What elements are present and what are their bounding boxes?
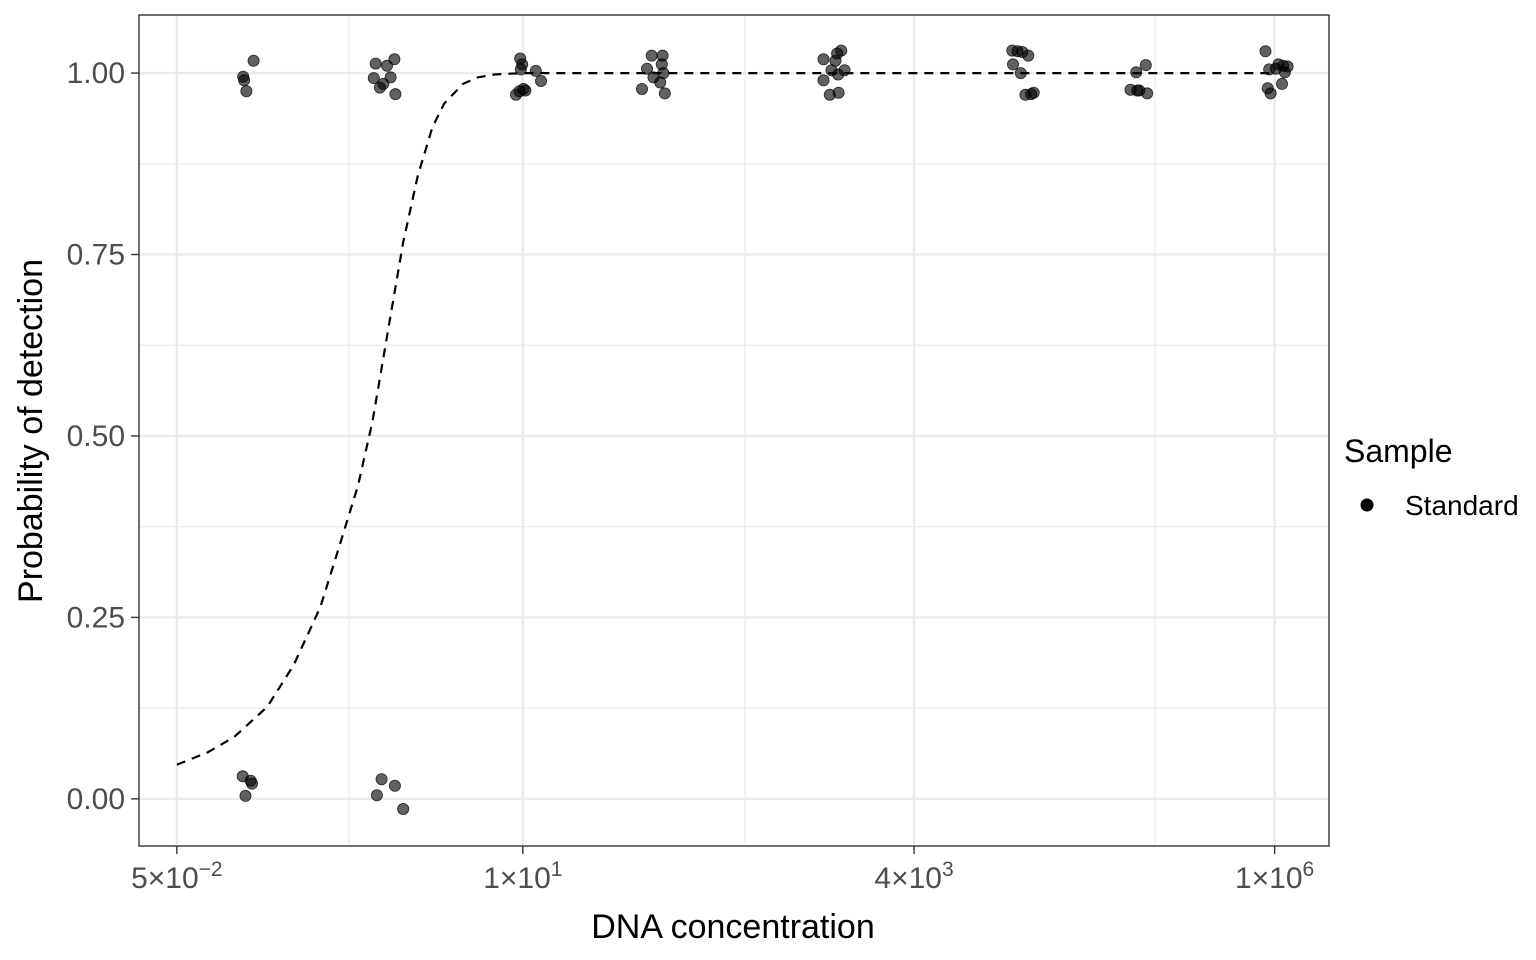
data-point	[238, 74, 251, 87]
x-tick-label: 1×101	[483, 858, 562, 895]
y-tick-label: 1.00	[67, 57, 125, 90]
data-point	[832, 68, 845, 81]
y-tick-label: 0.75	[67, 239, 125, 272]
data-point	[388, 779, 401, 792]
data-point	[817, 74, 830, 87]
data-point	[375, 773, 388, 786]
data-point	[817, 53, 830, 66]
y-tick-label: 0.25	[67, 601, 125, 634]
data-point	[514, 63, 527, 76]
data-point	[397, 803, 410, 816]
x-tick-label: 5×10−2	[131, 858, 223, 895]
data-point	[377, 77, 390, 90]
fitted-curve-layer	[176, 72, 1275, 766]
y-tick-labels: 0.00 0.25 0.50 0.75 1.00	[67, 57, 125, 816]
data-point	[369, 57, 382, 70]
legend-title: Sample	[1344, 433, 1453, 469]
data-point	[239, 789, 252, 802]
data-point	[370, 789, 383, 802]
legend-label-standard: Standard	[1405, 490, 1519, 521]
data-point	[1130, 66, 1143, 79]
data-point	[519, 84, 532, 97]
x-tick-label: 4×103	[874, 858, 953, 895]
legend: Sample Standard	[1344, 433, 1519, 521]
data-point	[389, 88, 402, 101]
data-point	[832, 86, 845, 99]
data-point	[1007, 58, 1020, 71]
data-point	[641, 62, 654, 75]
minor-gridlines	[139, 15, 1329, 846]
data-point	[240, 85, 253, 98]
data-point	[244, 774, 257, 787]
data-point	[1264, 87, 1277, 100]
axis-ticks	[131, 72, 1276, 854]
data-point	[654, 76, 667, 89]
data-point	[1022, 49, 1035, 62]
data-point	[1259, 45, 1272, 58]
y-tick-label: 0.50	[67, 420, 125, 453]
y-axis-title: Probability of detection	[12, 259, 50, 603]
data-point	[1139, 59, 1152, 72]
fitted-curve	[176, 72, 1275, 766]
x-tick-labels: 5×10−2 1×101 4×103 1×106	[131, 858, 1314, 895]
data-point	[835, 44, 848, 57]
data-point	[1276, 77, 1289, 90]
data-point	[1014, 67, 1027, 80]
y-tick-label: 0.00	[67, 783, 125, 816]
data-point	[1025, 88, 1038, 101]
major-gridlines	[139, 15, 1329, 846]
data-point	[658, 87, 671, 100]
data-point	[1269, 62, 1282, 75]
panel-background	[139, 15, 1329, 846]
data-point	[388, 53, 401, 66]
data-points-layer	[236, 44, 1294, 816]
x-axis-title: DNA concentration	[591, 908, 875, 946]
data-point	[535, 75, 548, 88]
data-point	[247, 54, 260, 67]
data-point	[1281, 60, 1294, 73]
x-tick-label: 1×106	[1235, 858, 1314, 895]
panel-border	[138, 14, 1330, 847]
legend-key-standard	[1360, 498, 1374, 512]
data-point	[529, 64, 542, 77]
data-point	[645, 49, 658, 62]
data-point	[367, 72, 380, 85]
data-point	[636, 83, 649, 96]
data-point	[1141, 87, 1154, 100]
